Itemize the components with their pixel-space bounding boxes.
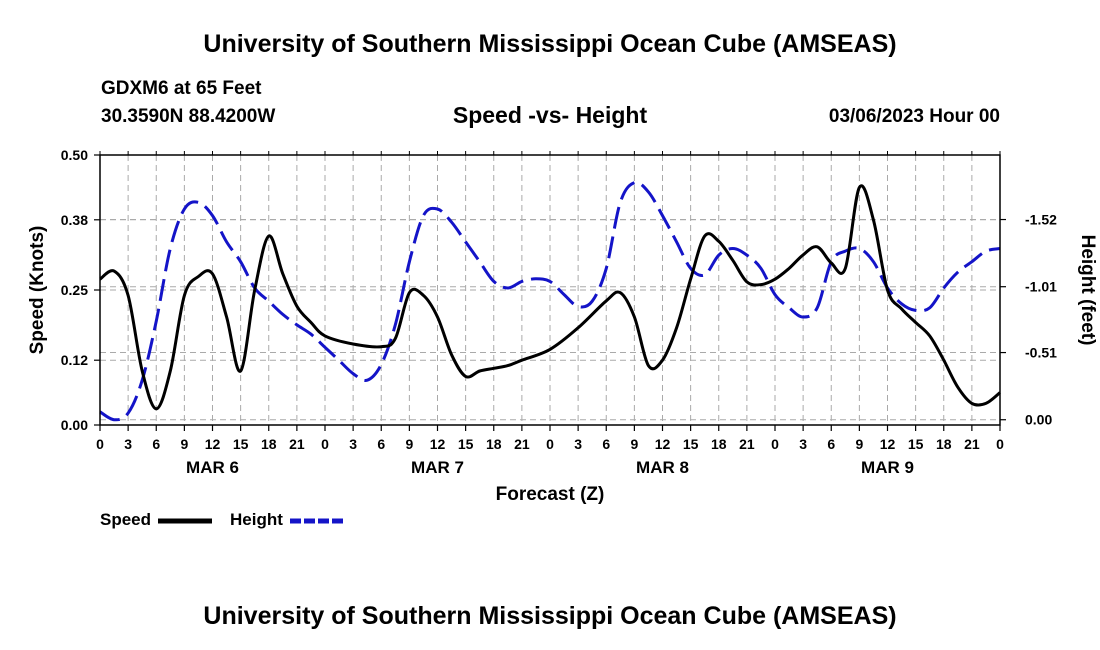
x-tick-label: 18 (711, 436, 727, 452)
x-tick-label: 15 (908, 436, 924, 452)
x-tick-label: 0 (546, 436, 554, 452)
y-axis-label: Speed (Knots) (27, 226, 48, 355)
day-label: MAR 7 (411, 458, 464, 477)
x-tick-label: 3 (124, 436, 132, 452)
x-tick-label: 0 (996, 436, 1004, 452)
x-tick-label: 9 (630, 436, 638, 452)
x-tick-label: 3 (574, 436, 582, 452)
x-tick-label: 6 (377, 436, 385, 452)
y2-tick-label: -1.01 (1025, 279, 1057, 295)
y-tick-label: 0.50 (61, 147, 88, 163)
x-tick-label: 9 (855, 436, 863, 452)
chart-title: Speed -vs- Height (452, 102, 648, 128)
x-tick-label: 0 (771, 436, 779, 452)
x-tick-label: 21 (514, 436, 530, 452)
forecast-datetime: 03/06/2023 Hour 00 (828, 106, 1000, 127)
grid (100, 155, 1000, 425)
x-tick-label: 18 (486, 436, 502, 452)
station-label: GDXM6 at 65 Feet (101, 78, 262, 99)
x-tick-label: 15 (683, 436, 699, 452)
x-tick-label: 3 (799, 436, 807, 452)
y2-tick-label: -0.51 (1025, 345, 1057, 361)
x-tick-label: 12 (430, 436, 446, 452)
x-tick-label: 12 (880, 436, 896, 452)
y-tick-label: 0.00 (61, 417, 88, 433)
y-tick-label: 0.38 (61, 212, 88, 228)
bottom-title: University of Southern Mississippi Ocean… (203, 602, 897, 630)
y-tick-label: 0.25 (61, 282, 88, 298)
axes: 0 3 6 9 12 15 18 21 0 3 6 9 12 15 18 21 0 3 6 9 12 15 18 21 0 3 6 9… (61, 147, 1057, 477)
x-tick-label: 6 (152, 436, 160, 452)
y-tick-label: 0.12 (61, 352, 88, 368)
legend: Speed Height (100, 508, 360, 532)
y2-axis-label: Height (feet) (1077, 235, 1098, 346)
x-tick-label: 15 (458, 436, 474, 452)
x-tick-label: 9 (180, 436, 188, 452)
x-axis-label: Forecast (Z) (496, 484, 605, 505)
coordinates-label: 30.3590N 88.4200W (101, 106, 276, 127)
y2-tick-label: -1.52 (1025, 212, 1057, 228)
x-tick-label: 0 (321, 436, 329, 452)
x-tick-label: 18 (936, 436, 952, 452)
x-tick-label: 18 (261, 436, 277, 452)
y2-tick-label: 0.00 (1025, 412, 1052, 428)
legend-height-swatch (290, 518, 344, 524)
x-tick-label: 6 (602, 436, 610, 452)
legend-speed-swatch (158, 518, 212, 524)
day-label: MAR 9 (861, 458, 914, 477)
x-tick-label: 0 (96, 436, 104, 452)
x-tick-label: 15 (233, 436, 249, 452)
speed-height-chart: 0 3 6 9 12 15 18 21 0 3 6 9 12 15 18 21 0 3 6 9 12 15 18 21 0 3 6 9… (27, 147, 1098, 505)
x-tick-label: 21 (739, 436, 755, 452)
x-tick-label: 12 (205, 436, 221, 452)
x-tick-label: 21 (964, 436, 980, 452)
x-tick-label: 6 (827, 436, 835, 452)
x-tick-label: 12 (655, 436, 671, 452)
legend-height-label: Height (230, 510, 283, 529)
x-tick-label: 21 (289, 436, 305, 452)
x-tick-label: 3 (349, 436, 357, 452)
x-tick-label: 9 (405, 436, 413, 452)
series-lines (99, 180, 1001, 422)
speed-line (99, 184, 1001, 411)
day-label: MAR 6 (186, 458, 239, 477)
legend-speed-label: Speed (100, 510, 152, 529)
day-label: MAR 8 (636, 458, 689, 477)
top-title: University of Southern Mississippi Ocean… (203, 30, 897, 58)
